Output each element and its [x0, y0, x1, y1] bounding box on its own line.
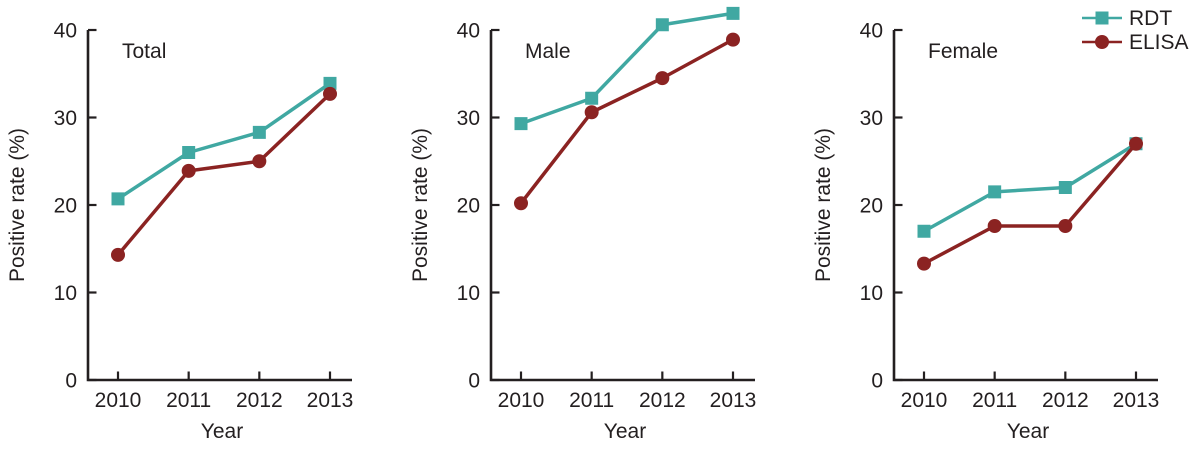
data-point-rdt — [917, 224, 931, 238]
x-tick-label: 2010 — [901, 389, 948, 412]
data-point-rdt — [111, 192, 125, 206]
chart-panel-male: 0 10 20 30 40 2010 2011 2012 2013 Male Positive ra… — [403, 0, 793, 454]
x-tick-label: 2010 — [95, 389, 142, 412]
y-tick-label: 30 — [860, 107, 883, 130]
legend-marker-rdt — [1095, 11, 1109, 25]
y-tick-label: 0 — [871, 370, 883, 393]
y-axis-label: Positive rate (%) — [409, 128, 432, 282]
series-line-elisa — [519, 37, 735, 205]
y-tick-label: 40 — [54, 20, 77, 43]
x-tick-label: 2010 — [498, 389, 545, 412]
panel-title: Female — [928, 40, 998, 63]
y-axis-label: Positive rate (%) — [6, 128, 29, 282]
y-tick-label: 20 — [860, 195, 883, 218]
y-tick-label: 0 — [468, 370, 480, 393]
panel-title: Total — [122, 40, 166, 63]
y-tick-label: 0 — [65, 370, 77, 393]
series-line-rdt — [922, 142, 1138, 233]
y-tick-label: 30 — [457, 107, 480, 130]
data-point-elisa — [514, 196, 528, 211]
legend-label-rdt: RDT — [1129, 7, 1172, 30]
data-point-rdt — [585, 91, 599, 105]
data-point-rdt — [514, 117, 528, 131]
chart-panel-female: 0 10 20 30 40 2010 2011 2012 2013 Female Positive … — [806, 0, 1196, 454]
data-point-rdt — [182, 146, 196, 159]
axis-lines — [489, 30, 755, 382]
legend-label-elisa: ELISA — [1129, 31, 1189, 54]
data-point-rdt — [1058, 181, 1072, 194]
data-point-elisa — [655, 71, 670, 86]
data-point-elisa — [917, 256, 931, 271]
x-tick-label: 2012 — [639, 389, 686, 412]
data-point-elisa — [584, 105, 599, 120]
data-point-elisa — [987, 219, 1002, 233]
series-line-rdt — [519, 11, 735, 126]
data-point-elisa — [111, 247, 125, 262]
data-point-rdt — [726, 6, 740, 20]
data-point-elisa — [252, 154, 267, 169]
y-tick-label: 10 — [457, 282, 480, 305]
chart-male: 0 10 20 30 40 2010 2011 2012 2013 Male Positive ra… — [409, 6, 757, 443]
x-axis-label: Year — [604, 420, 646, 443]
series-line-rdt — [116, 81, 332, 201]
chart-panel-total: 0 10 20 30 40 2010 2011 2012 2013 Total Positive r… — [0, 0, 390, 454]
x-tick-label: 2012 — [1042, 389, 1089, 412]
data-point-rdt — [252, 125, 266, 139]
y-tick-label: 20 — [457, 195, 480, 218]
data-point-elisa — [726, 32, 740, 47]
x-tick-label: 2013 — [710, 389, 757, 412]
y-tick-label: 10 — [860, 282, 883, 305]
y-tick-label: 40 — [457, 20, 480, 43]
y-tick-label: 20 — [54, 195, 77, 218]
data-point-elisa — [323, 86, 337, 101]
axis-lines — [892, 30, 1158, 382]
y-tick-label: 30 — [54, 107, 77, 130]
x-tick-label: 2011 — [166, 389, 211, 412]
y-tick-label: 10 — [54, 282, 77, 305]
y-axis-label: Positive rate (%) — [812, 128, 835, 282]
x-tick-label: 2011 — [972, 389, 1017, 412]
panel-title: Male — [525, 40, 571, 63]
data-point-elisa — [1129, 136, 1143, 151]
y-tick-label: 40 — [860, 20, 883, 43]
legend-marker-elisa — [1095, 35, 1109, 49]
series-line-elisa — [922, 142, 1138, 266]
data-point-elisa — [1058, 219, 1073, 233]
data-point-elisa — [181, 163, 196, 178]
x-tick-label: 2012 — [236, 389, 283, 412]
series-line-elisa — [116, 92, 332, 257]
data-point-rdt — [988, 185, 1002, 199]
x-axis-label: Year — [201, 420, 243, 443]
data-point-rdt — [323, 76, 337, 90]
data-point-rdt — [655, 18, 669, 32]
chart-female: 0 10 20 30 40 2010 2011 2012 2013 Female Positive … — [812, 7, 1189, 443]
x-tick-label: 2013 — [307, 389, 354, 412]
axis-lines — [86, 30, 352, 382]
x-tick-label: 2011 — [569, 389, 614, 412]
x-axis-label: Year — [1007, 420, 1049, 443]
x-tick-label: 2013 — [1113, 389, 1160, 412]
chart-total: 0 10 20 30 40 2010 2011 2012 2013 Total Positive r… — [6, 20, 354, 444]
